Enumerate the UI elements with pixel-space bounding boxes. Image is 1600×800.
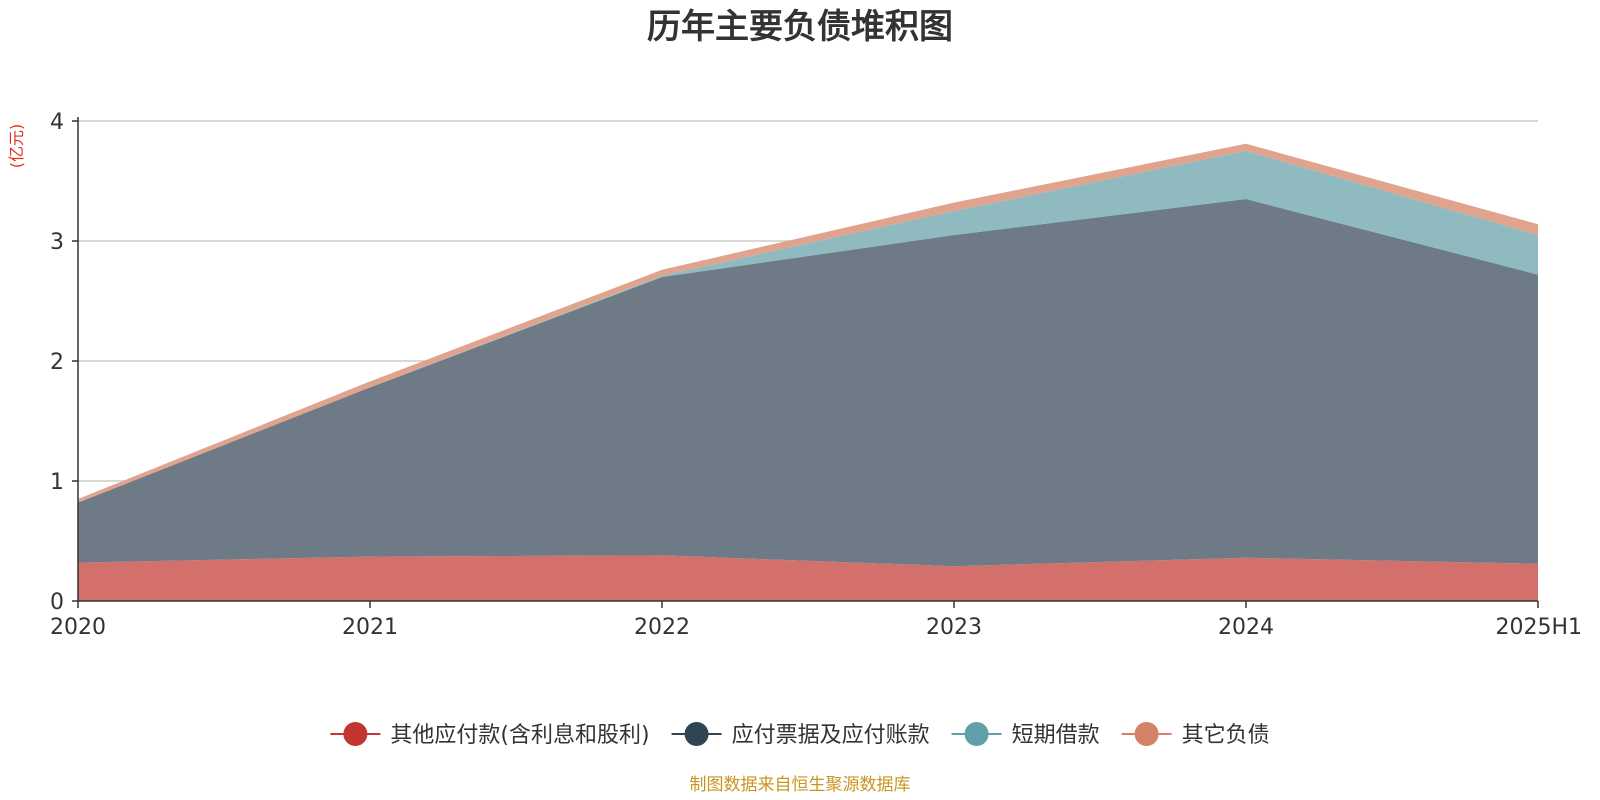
- legend-circle-icon: [1134, 722, 1159, 746]
- y-tick-label: 3: [50, 230, 64, 255]
- y-tick-label: 2: [50, 350, 64, 375]
- chart-title: 历年主要负债堆积图: [647, 7, 953, 47]
- x-tick-label: 2021: [342, 615, 398, 640]
- legend-item-0[interactable]: 其他应付款(含利息和股利): [330, 722, 650, 748]
- y-tick-label: 0: [50, 590, 64, 615]
- axes: [77, 117, 1538, 602]
- area-series-0: [78, 555, 1538, 601]
- legend-label: 短期借款: [1012, 723, 1100, 748]
- legend-circle-icon: [964, 722, 989, 746]
- legend-label: 其它负债: [1182, 723, 1270, 748]
- y-axis-unit-label: (亿元): [7, 124, 26, 169]
- x-axis-ticks: 2020 2021 2022 2023 2024 2025H1: [50, 601, 1582, 640]
- legend-label: 其他应付款(含利息和股利): [390, 723, 649, 748]
- x-tick-label: 2025H1: [1495, 615, 1582, 640]
- area-series: [78, 143, 1538, 601]
- x-tick-label: 2024: [1218, 615, 1274, 640]
- y-tick-label: 4: [50, 110, 64, 135]
- x-tick-label: 2020: [50, 615, 106, 640]
- y-tick-label: 1: [50, 470, 64, 495]
- legend-circle-icon: [343, 722, 368, 746]
- legend-item-3[interactable]: 其它负债: [1121, 722, 1270, 748]
- x-tick-label: 2022: [634, 615, 690, 640]
- source-note: 制图数据来自恒生聚源数据库: [690, 775, 911, 795]
- legend: 其他应付款(含利息和股利) 应付票据及应付账款 短期借款 其它负债: [330, 722, 1270, 748]
- legend-item-2[interactable]: 短期借款: [951, 722, 1100, 748]
- legend-item-1[interactable]: 应付票据及应付账款: [671, 722, 930, 748]
- legend-circle-icon: [684, 722, 709, 746]
- x-tick-label: 2023: [926, 615, 982, 640]
- y-axis-ticks: 0 1 2 3 4: [50, 110, 78, 615]
- area-series-1: [78, 199, 1538, 567]
- legend-label: 应付票据及应付账款: [732, 723, 930, 748]
